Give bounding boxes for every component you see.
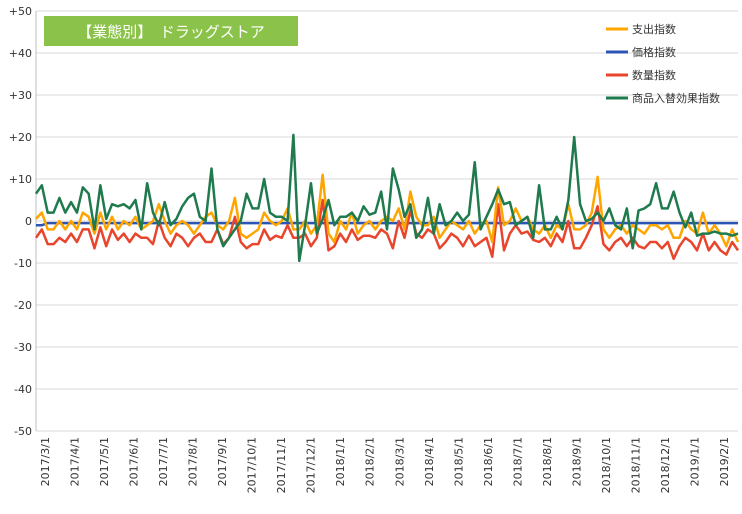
y-tick-label: -30 [14,341,32,354]
x-tick-label: 2017/3/1 [39,437,52,486]
x-tick-label: 2019/1/1 [688,437,701,486]
legend-label: 支出指数 [632,22,676,36]
series-line-2 [34,198,740,261]
x-tick-label: 2017/6/1 [128,437,141,486]
legend-label: 商品入替効果指数 [632,91,720,105]
x-tick-label: 2018/2/1 [364,437,377,486]
x-tick-label: 2017/7/1 [157,437,170,486]
x-tick-label: 2017/10/1 [246,437,259,493]
y-tick-label: +40 [9,47,32,60]
legend-label: 価格指数 [632,45,676,59]
x-tick-label: 2018/7/1 [511,437,524,486]
x-tick-label: 2018/12/1 [659,437,672,493]
y-axis-tick-labels: +50 +40 +30 +20 +10 0 -10 -20 -30 -40 -50 [9,5,32,438]
legend-label: 数量指数 [632,68,676,82]
x-tick-label: 2017/12/1 [305,437,318,493]
x-tick-label: 2017/5/1 [98,437,111,486]
x-axis-tick-labels: 2017/3/1 2017/4/1 2017/5/1 2017/6/1 2017/7/1… [39,437,731,493]
x-tick-label: 2018/3/1 [393,437,406,486]
x-tick-label: 2018/9/1 [570,437,583,486]
series-lines [34,133,740,263]
series-line-3 [34,133,739,263]
y-tick-label: -10 [14,257,32,270]
x-tick-label: 2017/4/1 [69,437,82,486]
x-tick-label: 2018/4/1 [423,437,436,486]
y-tick-label: -50 [14,425,32,438]
x-tick-label: 2018/11/1 [629,437,642,493]
y-tick-label: 0 [25,215,32,228]
x-tick-label: 2018/6/1 [482,437,495,486]
y-tick-label: -20 [14,299,32,312]
x-tick-label: 2018/5/1 [452,437,465,486]
chart-title: 【業態別】 ドラッグストア [44,16,298,46]
x-tick-label: 2018/8/1 [541,437,554,486]
y-tick-label: +30 [9,89,32,102]
x-tick-label: 2017/9/1 [216,437,229,486]
y-tick-label: -40 [14,383,32,396]
y-tick-label: +50 [9,5,32,18]
x-tick-label: 2017/11/1 [275,437,288,493]
y-tick-label: +10 [9,173,32,186]
x-tick-label: 2019/2/1 [718,437,731,486]
x-tick-label: 2018/10/1 [600,437,613,493]
y-tick-label: +20 [9,131,32,144]
x-tick-label: 2017/8/1 [187,437,200,486]
x-tick-label: 2018/1/1 [334,437,347,486]
